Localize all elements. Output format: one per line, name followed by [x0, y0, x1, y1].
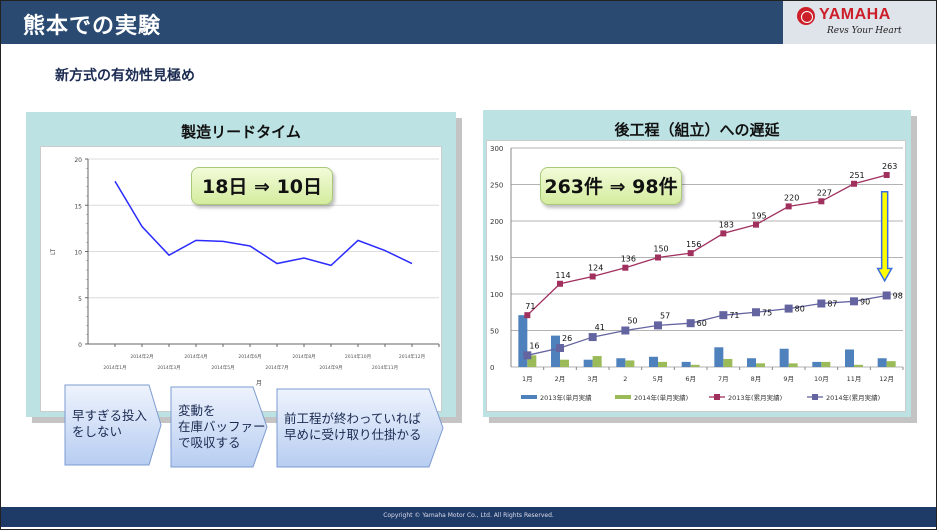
svg-text:3月: 3月 — [587, 375, 598, 383]
chevron-step-1: 早すぎる投入 をしない — [64, 384, 162, 466]
svg-text:11月: 11月 — [847, 375, 862, 383]
svg-text:251: 251 — [849, 171, 864, 180]
lead-time-panel: 製造リードタイム 0 5 10 15 20 LT 2014年1月 2014年2月 2014年3月… — [26, 112, 456, 417]
svg-text:80: 80 — [795, 305, 805, 314]
svg-text:26: 26 — [562, 334, 572, 343]
svg-text:1月: 1月 — [522, 375, 533, 383]
svg-text:250: 250 — [490, 182, 503, 190]
svg-text:0: 0 — [490, 364, 494, 372]
svg-text:136: 136 — [621, 255, 636, 264]
svg-text:5月: 5月 — [653, 375, 664, 383]
svg-text:50: 50 — [490, 328, 499, 336]
svg-text:227: 227 — [817, 188, 832, 197]
svg-text:2014年(累月実績): 2014年(累月実績) — [826, 393, 880, 402]
svg-text:2014年7月: 2014年7月 — [265, 364, 288, 371]
svg-text:7月: 7月 — [718, 375, 729, 383]
svg-text:100: 100 — [490, 291, 503, 299]
yamaha-logo: YAMAHA Revs Your Heart — [783, 1, 936, 44]
delay-callout: 263件 ⇒ 98件 — [540, 167, 682, 205]
panel-title: 後工程（組立）への遅延 — [614, 121, 780, 139]
chevron-text-line: 早めに受け取り仕掛かる — [284, 427, 422, 442]
svg-text:50: 50 — [627, 317, 637, 326]
logo-brand: YAMAHA — [819, 6, 891, 23]
panel-title: 製造リードタイム — [181, 123, 301, 141]
svg-text:263: 263 — [882, 162, 897, 171]
svg-text:2: 2 — [623, 375, 627, 383]
svg-text:183: 183 — [719, 220, 734, 229]
page-title: 熊本での実験 — [23, 14, 162, 39]
subtitle: 新方式の有効性見極め — [55, 68, 195, 84]
svg-text:2014年6月: 2014年6月 — [238, 353, 261, 360]
svg-text:10: 10 — [74, 250, 82, 257]
svg-text:2014年8月: 2014年8月 — [292, 353, 315, 360]
svg-text:2013年(単月実績: 2013年(単月実績 — [540, 393, 592, 402]
svg-text:15: 15 — [74, 203, 82, 210]
svg-text:10月: 10月 — [814, 375, 829, 383]
tuning-fork-emblem-icon — [797, 7, 815, 25]
svg-text:12月: 12月 — [879, 375, 894, 383]
svg-text:75: 75 — [762, 308, 772, 317]
svg-text:月: 月 — [256, 380, 262, 387]
svg-text:2014年5月: 2014年5月 — [211, 364, 234, 371]
svg-text:195: 195 — [751, 212, 766, 221]
svg-text:124: 124 — [588, 263, 603, 272]
svg-text:20: 20 — [74, 157, 82, 164]
svg-text:150: 150 — [490, 255, 503, 263]
svg-text:220: 220 — [784, 193, 799, 202]
copyright-text: Copyright © Yamaha Motor Co., Ltd. All R… — [383, 512, 554, 519]
svg-text:90: 90 — [860, 297, 870, 306]
svg-text:2月: 2月 — [555, 375, 566, 383]
svg-text:2014年3月: 2014年3月 — [157, 364, 180, 371]
svg-text:156: 156 — [686, 240, 701, 249]
chevron-text-line: をしない — [72, 424, 123, 439]
line-chart: 0 5 10 15 20 LT 2014年1月 2014年2月 2014年3月 2014年4月 20… — [50, 157, 440, 387]
svg-text:2014年10月: 2014年10月 — [345, 353, 371, 360]
combo-chart: 0 50 100 150 200 250 300 1月 2月 3月 2 5月 6月 7月 8月 9月 10月 11… — [490, 145, 904, 402]
svg-text:71: 71 — [729, 311, 739, 320]
svg-text:2014年9月: 2014年9月 — [319, 364, 342, 371]
logo-slogan: Revs Your Heart — [827, 26, 902, 36]
svg-text:114: 114 — [555, 271, 570, 280]
svg-text:60: 60 — [697, 319, 707, 328]
svg-text:16: 16 — [529, 341, 539, 350]
delay-panel: 後工程（組立）への遅延 0 50 100 150 200 250 300 1月 2月 3月 2 5月 6… — [483, 110, 911, 417]
svg-text:300: 300 — [490, 145, 503, 153]
lead-time-callout: 18日 ⇒ 10日 — [191, 167, 333, 205]
header-bar: 熊本での実験 — [1, 1, 783, 44]
svg-text:41: 41 — [595, 323, 605, 332]
chevron-step-2: 変動を 在庫バッファー で吸収する — [170, 386, 268, 468]
svg-text:2014年11月: 2014年11月 — [372, 364, 398, 371]
chevron-text-line: 前工程が終わっていれば — [284, 411, 421, 426]
svg-text:LT: LT — [50, 248, 57, 255]
svg-text:2014年(単月実績): 2014年(単月実績) — [634, 393, 688, 402]
chevron-step-3: 前工程が終わっていれば 早めに受け取り仕掛かる — [276, 388, 444, 468]
svg-text:71: 71 — [525, 302, 535, 311]
svg-text:9月: 9月 — [783, 375, 794, 383]
svg-text:2014年1月: 2014年1月 — [103, 364, 126, 371]
svg-text:2014年12月: 2014年12月 — [399, 353, 425, 360]
footer-bar: Copyright © Yamaha Motor Co., Ltd. All R… — [1, 507, 936, 527]
svg-text:98: 98 — [893, 291, 903, 300]
chevron-text-line: 在庫バッファー — [178, 419, 266, 434]
svg-text:150: 150 — [653, 245, 668, 254]
chevron-text-line: 変動を — [178, 403, 216, 418]
svg-text:2014年2月: 2014年2月 — [130, 353, 153, 360]
svg-text:2014年4月: 2014年4月 — [184, 353, 207, 360]
chevron-text-line: 早すぎる投入 — [72, 408, 148, 423]
svg-text:87: 87 — [827, 299, 837, 308]
chevron-text-line: で吸収する — [178, 435, 241, 450]
svg-text:8月: 8月 — [751, 375, 762, 383]
svg-text:2013年(累月実績): 2013年(累月実績) — [728, 393, 782, 402]
svg-text:200: 200 — [490, 218, 503, 226]
svg-text:6月: 6月 — [685, 375, 696, 383]
svg-text:5: 5 — [78, 296, 82, 303]
svg-text:0: 0 — [78, 342, 82, 349]
svg-text:57: 57 — [660, 311, 670, 320]
